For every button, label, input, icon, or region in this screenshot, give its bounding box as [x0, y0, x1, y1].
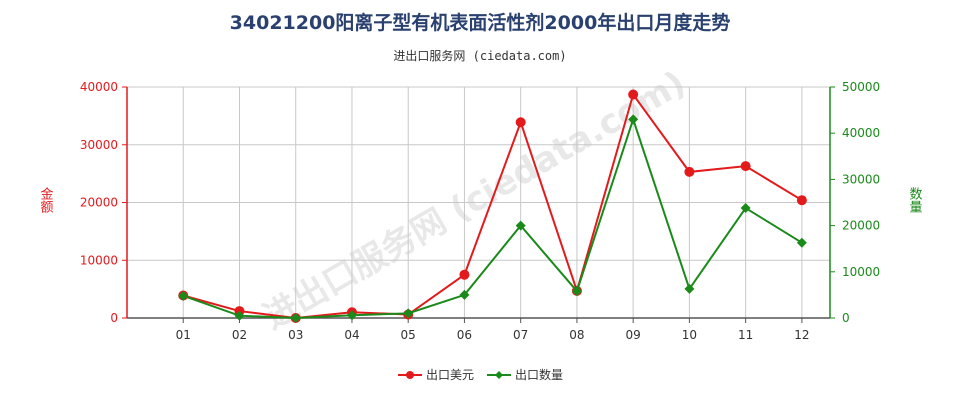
legend-marker-diamond	[495, 371, 503, 379]
right-tick-label: 20000	[842, 219, 880, 233]
left-tick-label: 40000	[80, 80, 118, 94]
left-tick-label: 0	[110, 311, 118, 325]
legend-label: 出口美元	[426, 368, 474, 382]
data-point-value	[740, 161, 751, 172]
right-tick-label: 50000	[842, 80, 880, 94]
x-tick-label: 09	[626, 328, 641, 342]
series-line-qty	[182, 116, 803, 320]
chart-source: 进出口服务网 (ciedata.com)	[393, 49, 567, 63]
chart-title: 34021200阳离子型有机表面活性剂2000年出口月度走势	[229, 12, 731, 34]
x-tick-label: 11	[738, 328, 753, 342]
x-tick-label: 12	[794, 328, 809, 342]
x-tick-label: 02	[232, 328, 247, 342]
y-axis-title-right: 数量	[907, 187, 923, 213]
data-point-qty	[178, 290, 189, 301]
data-point-qty	[740, 203, 751, 214]
legend-label: 出口数量	[515, 367, 563, 382]
data-point-qty	[684, 283, 695, 294]
data-point-qty	[234, 310, 245, 321]
x-tick-label: 04	[344, 328, 359, 342]
x-tick-label: 08	[569, 328, 584, 342]
data-point-value	[684, 166, 695, 177]
left-tick-label: 30000	[80, 138, 118, 152]
data-point-value	[459, 269, 470, 280]
right-tick-label: 0	[842, 311, 850, 325]
data-point-qty	[403, 308, 414, 319]
x-tick-label: 06	[457, 328, 472, 342]
y-axis-title-left: 金额	[38, 186, 54, 214]
watermark-text: 进出口服务网 (ciedata.com)	[257, 63, 693, 338]
legend-marker-circle	[406, 371, 414, 379]
data-point-qty	[346, 310, 357, 321]
x-tick-label: 01	[176, 328, 191, 342]
x-tick-label: 07	[513, 328, 528, 342]
x-tick-label: 10	[682, 328, 697, 342]
x-tick-label: 03	[288, 328, 303, 342]
data-point-value	[628, 89, 639, 100]
right-tick-label: 10000	[842, 265, 880, 279]
right-tick-label: 40000	[842, 126, 880, 140]
data-point-qty	[571, 286, 582, 297]
left-tick-label: 10000	[80, 253, 118, 267]
left-tick-label: 20000	[80, 196, 118, 210]
data-point-qty	[796, 237, 807, 248]
data-point-value	[796, 195, 807, 206]
data-point-qty	[515, 220, 526, 231]
x-tick-label: 05	[401, 328, 416, 342]
data-point-qty	[628, 114, 639, 125]
data-point-qty	[290, 313, 301, 323]
data-point-value	[515, 117, 526, 128]
right-tick-label: 30000	[842, 172, 880, 186]
data-point-qty	[459, 289, 470, 300]
